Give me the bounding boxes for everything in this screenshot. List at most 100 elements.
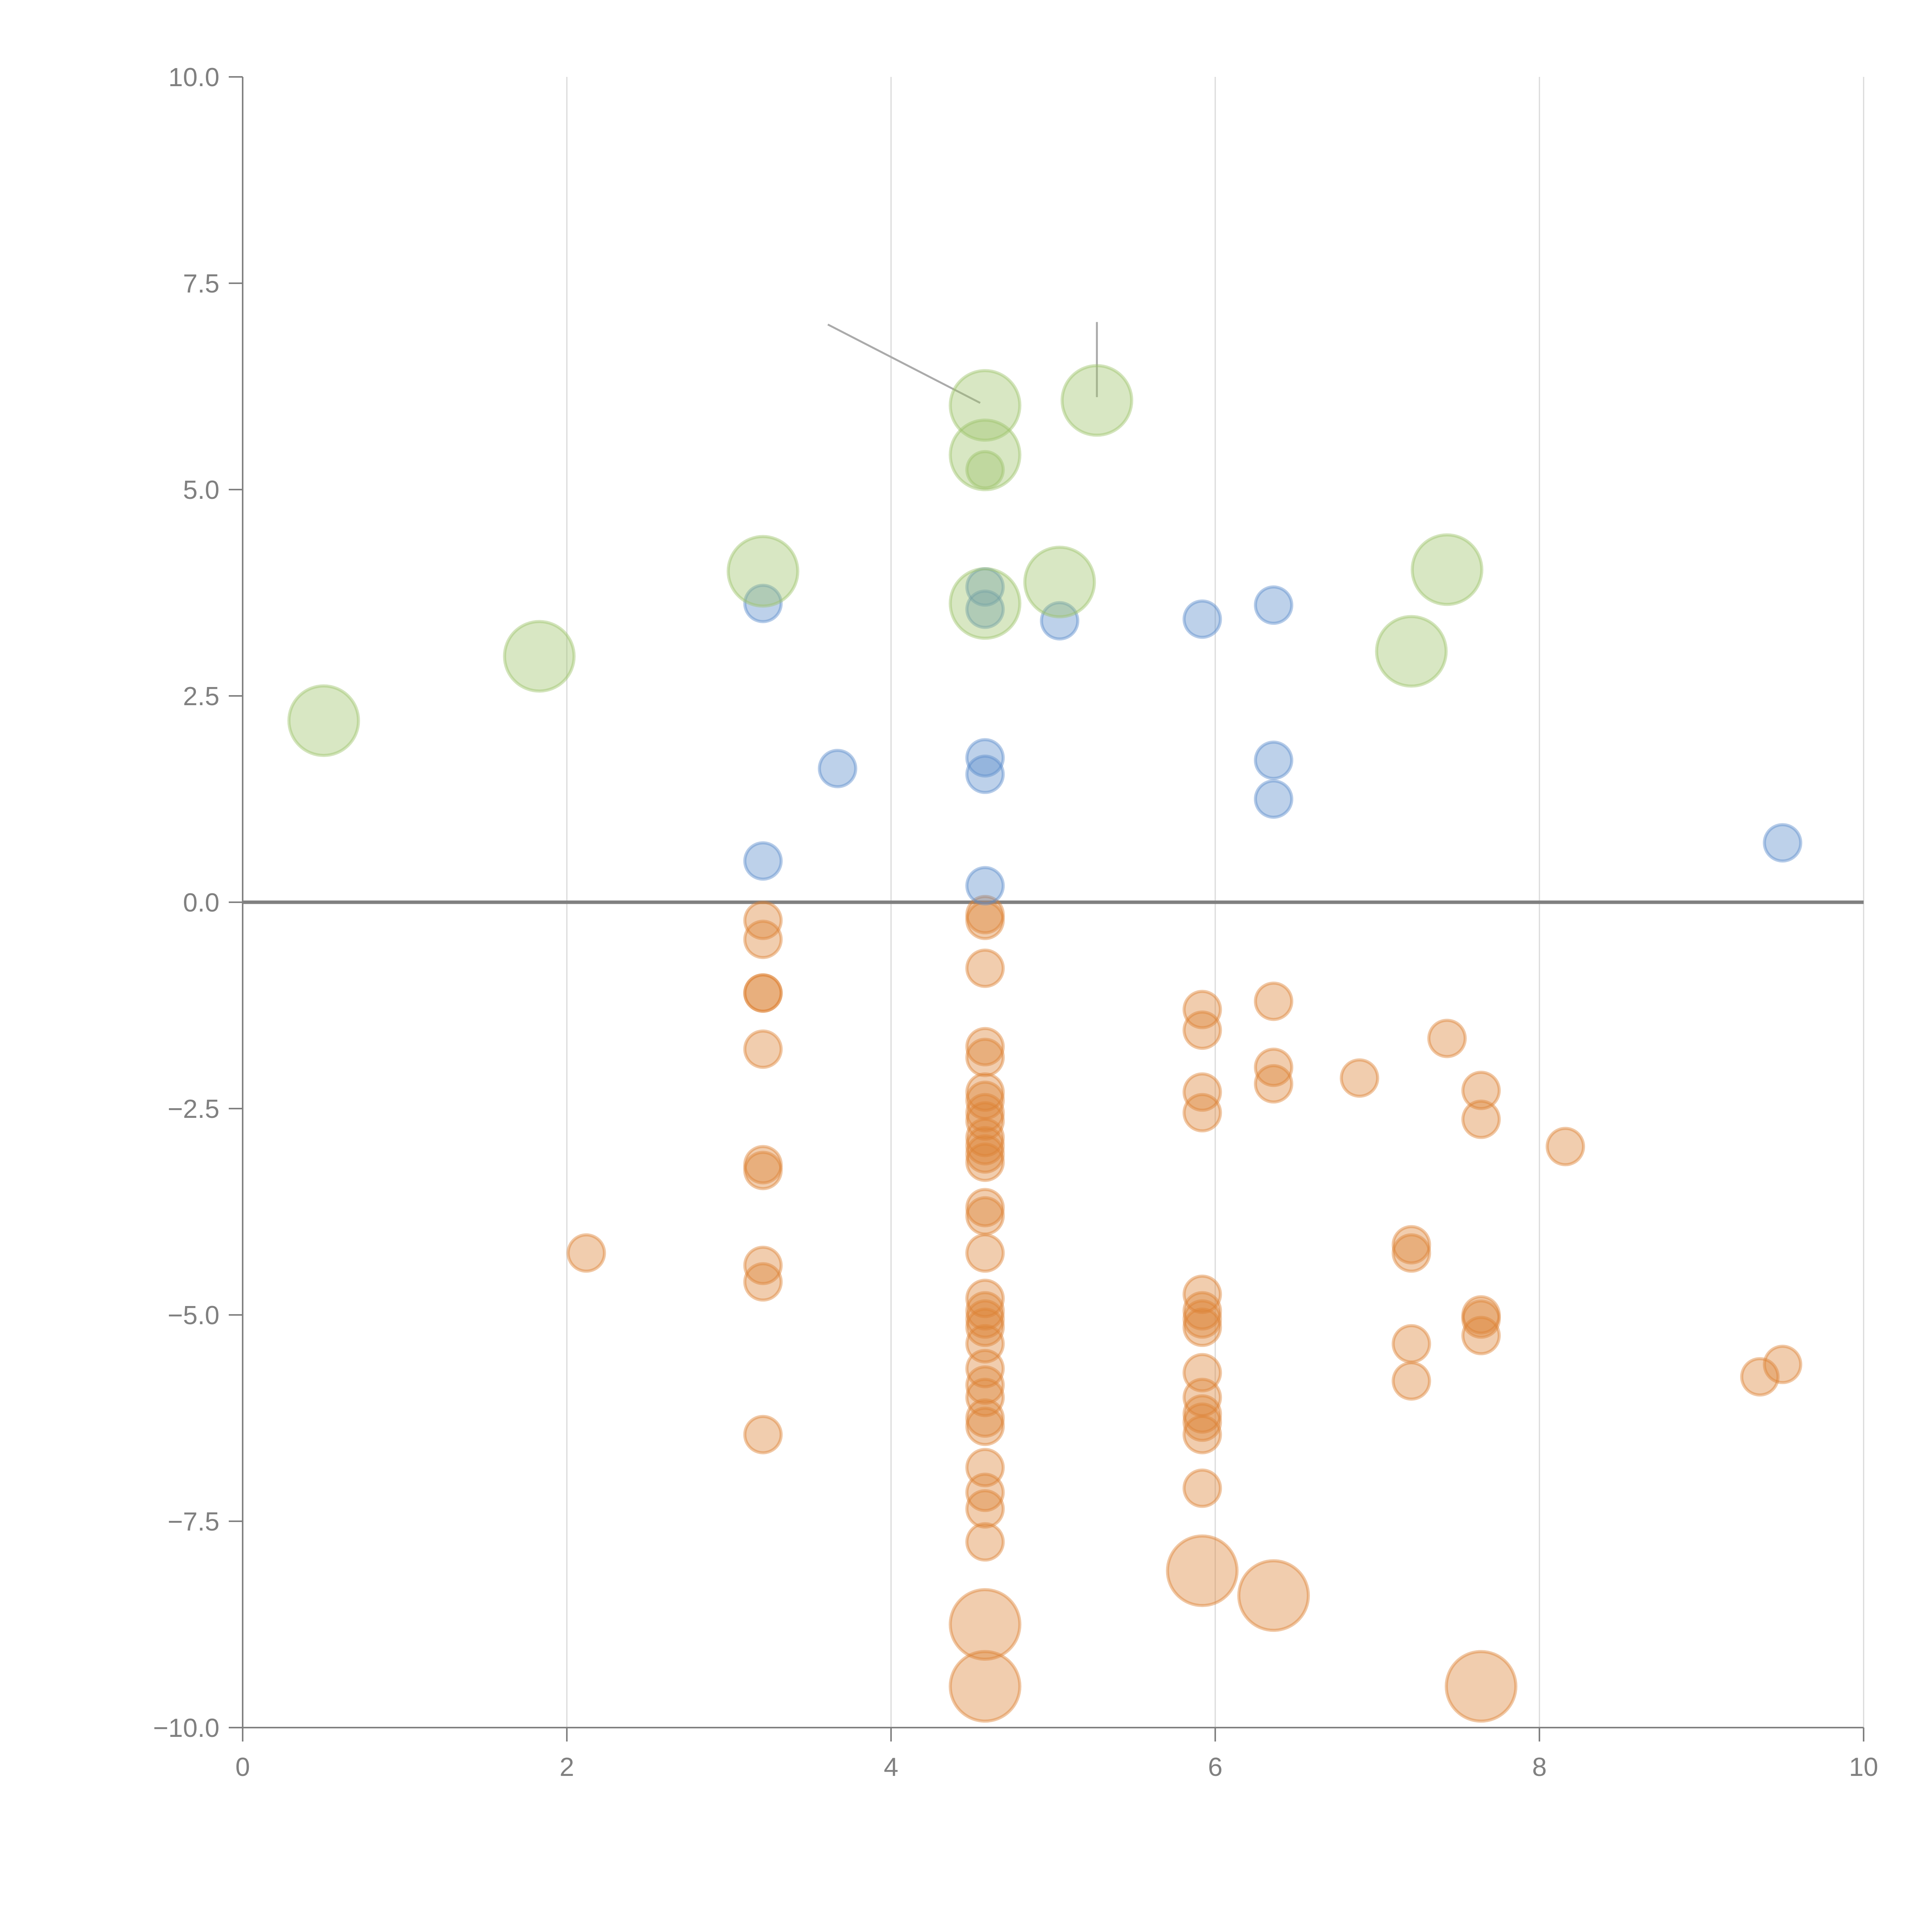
data-point-blue-4[interactable] [965,589,1005,629]
data-point-orange-12[interactable] [965,900,1005,940]
data-point-orange-27[interactable] [965,1279,1005,1318]
data-point-orange-54[interactable] [1182,1468,1222,1508]
data-point-green-6[interactable] [1060,364,1133,437]
data-point-orange-8[interactable] [743,1245,783,1285]
data-point-green-0[interactable] [287,684,360,757]
data-point-orange-71[interactable] [1763,1345,1803,1384]
data-point-orange-18[interactable] [965,1093,1005,1133]
data-point-orange-10[interactable] [743,1415,783,1454]
data-point-orange-63[interactable] [1427,1019,1467,1058]
data-point-orange-34[interactable] [965,1378,1005,1417]
data-point-orange-21[interactable] [965,1126,1005,1166]
data-point-orange-60[interactable] [1391,1233,1431,1273]
data-point-orange-17[interactable] [965,1080,1005,1120]
data-point-blue-12[interactable] [1254,779,1294,819]
data-point-orange-69[interactable] [1546,1127,1585,1167]
data-point-orange-19[interactable] [965,1101,1005,1141]
data-point-orange-64[interactable] [1461,1071,1501,1111]
data-point-blue-1[interactable] [743,841,783,881]
data-point-orange-9[interactable] [743,1262,783,1302]
data-point-orange-23[interactable] [965,1142,1005,1182]
data-point-orange-3[interactable] [743,973,783,1013]
data-point-blue-11[interactable] [1254,740,1294,780]
data-point-orange-65[interactable] [1461,1099,1501,1139]
data-point-orange-51[interactable] [1182,1394,1222,1434]
data-point-blue-2[interactable] [818,748,857,788]
data-point-green-small-0[interactable] [965,450,1005,490]
data-point-orange-36[interactable] [965,1406,1005,1446]
data-point-green-9[interactable] [1410,533,1483,606]
data-point-blue-9[interactable] [1182,599,1222,639]
data-point-orange-large-2[interactable] [1166,1534,1239,1607]
data-point-orange-66[interactable] [1461,1295,1501,1335]
data-point-orange-52[interactable] [1182,1402,1222,1442]
data-point-orange-33[interactable] [965,1365,1005,1405]
data-point-orange-50[interactable] [1182,1378,1222,1417]
data-point-green-4[interactable] [949,418,1022,492]
data-point-orange-70[interactable] [1740,1357,1780,1397]
data-point-orange-47[interactable] [1182,1299,1222,1339]
data-point-orange-43[interactable] [1182,1072,1222,1112]
data-point-orange-4[interactable] [743,973,783,1013]
data-point-orange-67[interactable] [1461,1299,1501,1339]
data-point-blue-6[interactable] [965,754,1005,794]
data-point-orange-1[interactable] [743,900,783,940]
data-point-orange-25[interactable] [965,1196,1005,1236]
data-point-orange-68[interactable] [1461,1316,1501,1355]
data-point-blue-3[interactable] [965,567,1005,607]
data-point-orange-26[interactable] [965,1233,1005,1273]
data-point-orange-24[interactable] [965,1188,1005,1228]
data-point-orange-6[interactable] [743,1145,783,1185]
data-point-orange-49[interactable] [1182,1353,1222,1393]
data-point-orange-46[interactable] [1182,1291,1222,1331]
data-point-orange-22[interactable] [965,1134,1005,1174]
data-point-green-3[interactable] [949,369,1022,442]
data-point-orange-58[interactable] [1340,1058,1379,1098]
data-point-orange-30[interactable] [965,1308,1005,1347]
data-point-blue-10[interactable] [1254,585,1294,625]
data-point-orange-2[interactable] [743,920,783,959]
data-point-orange-62[interactable] [1391,1361,1431,1401]
data-point-orange-35[interactable] [965,1398,1005,1438]
data-point-green-1[interactable] [503,620,576,693]
data-point-orange-61[interactable] [1391,1324,1431,1364]
data-point-orange-large-0[interactable] [949,1588,1022,1661]
data-point-blue-13[interactable] [1763,823,1803,863]
data-point-orange-0[interactable] [566,1233,606,1273]
data-point-orange-45[interactable] [1182,1274,1222,1314]
data-point-orange-31[interactable] [965,1324,1005,1364]
data-point-orange-39[interactable] [965,1489,1005,1529]
data-point-orange-48[interactable] [1182,1308,1222,1347]
data-point-green-8[interactable] [1375,615,1448,688]
data-point-orange-13[interactable] [965,948,1005,988]
data-point-orange-5[interactable] [743,1029,783,1069]
data-point-blue-5[interactable] [965,738,1005,778]
data-point-orange-53[interactable] [1182,1415,1222,1454]
data-point-orange-14[interactable] [965,1027,1005,1066]
data-point-orange-32[interactable] [965,1349,1005,1388]
data-point-orange-41[interactable] [1182,990,1222,1029]
data-point-orange-44[interactable] [1182,1093,1222,1133]
data-point-orange-16[interactable] [965,1072,1005,1112]
data-point-orange-55[interactable] [1254,981,1294,1021]
data-point-orange-56[interactable] [1254,1048,1294,1087]
data-point-orange-38[interactable] [965,1473,1005,1512]
data-point-orange-40[interactable] [965,1522,1005,1562]
data-point-orange-11[interactable] [965,895,1005,935]
data-point-orange-20[interactable] [965,1117,1005,1157]
data-point-orange-37[interactable] [965,1448,1005,1488]
data-point-orange-28[interactable] [965,1291,1005,1331]
data-point-blue-0[interactable] [743,583,783,623]
data-point-orange-large-1[interactable] [949,1650,1022,1723]
data-point-green-7[interactable] [1023,546,1096,619]
data-point-blue-8[interactable] [1040,601,1080,641]
data-point-orange-42[interactable] [1182,1010,1222,1050]
data-point-orange-large-3[interactable] [1237,1559,1310,1632]
data-point-orange-57[interactable] [1254,1064,1294,1104]
data-point-green-2[interactable] [726,535,799,608]
data-point-orange-29[interactable] [965,1299,1005,1339]
data-point-orange-15[interactable] [965,1037,1005,1077]
data-point-green-5[interactable] [949,567,1022,640]
data-point-orange-59[interactable] [1391,1225,1431,1265]
data-point-orange-large-4[interactable] [1444,1650,1517,1723]
